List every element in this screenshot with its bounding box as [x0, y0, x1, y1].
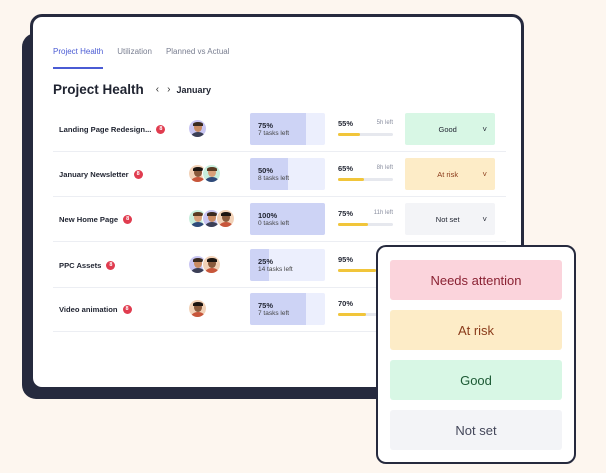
time-used-bar-fill	[338, 313, 366, 316]
table-row[interactable]: New Home Page 8 100% 0 tasks left 75% 11h lef…	[53, 197, 506, 242]
option-needs-attention[interactable]: Needs attention	[390, 260, 562, 300]
project-name-text: New Home Page	[59, 214, 119, 224]
task-progress: 25% 14 tasks left	[250, 249, 325, 281]
option-at-risk[interactable]: At risk	[390, 310, 562, 350]
avatar-group	[188, 119, 207, 139]
time-used-percent: 95%	[338, 255, 354, 264]
chevron-down-icon: ˅	[482, 169, 487, 179]
task-progress-fill	[250, 293, 307, 325]
status-label: Not set	[435, 214, 460, 224]
tab-bar: Project Health Utilization Planned vs Ac…	[53, 47, 230, 69]
project-name[interactable]: PPC Assets 8	[59, 243, 116, 287]
avatar[interactable]	[188, 119, 207, 138]
avatar[interactable]	[202, 255, 221, 274]
tasks-left-label: 7 tasks left	[258, 130, 290, 137]
time-left-label: 11h left	[373, 210, 393, 216]
time-used-percent: 65%	[338, 164, 354, 173]
tasks-left-label: 8 tasks left	[258, 175, 290, 182]
comment-count-badge: 8	[106, 260, 116, 270]
time-used-bar-fill	[338, 133, 360, 136]
avatar-group	[188, 299, 207, 319]
task-progress-percent: 25%	[258, 257, 274, 266]
avatar-group	[188, 209, 235, 229]
project-name-text: Video animation	[59, 304, 118, 314]
tasks-left-label: 0 tasks left	[258, 220, 290, 227]
task-progress-fill	[250, 203, 325, 235]
chevron-down-icon: ˅	[482, 214, 487, 224]
chevron-down-icon: ˅	[482, 124, 487, 134]
comment-count-badge: 8	[156, 124, 166, 134]
table-row[interactable]: Video animation 8 75% 7 tasks left 70%	[53, 287, 506, 332]
status-dropdown-menu: Needs attention At risk Good Not set	[376, 245, 576, 464]
table-row[interactable]: Landing Page Redesign... 8 75% 7 tasks left…	[53, 107, 506, 152]
status-label: At risk	[437, 169, 459, 179]
chevron-right-icon[interactable]: ›	[167, 84, 171, 95]
option-good[interactable]: Good	[390, 360, 562, 400]
time-used-bar-fill	[338, 269, 376, 272]
time-left-label: 8h left	[376, 165, 393, 171]
task-progress-percent: 50%	[258, 166, 274, 175]
time-used-percent: 55%	[338, 119, 354, 128]
project-name[interactable]: January Newsletter 8	[59, 152, 143, 196]
time-used-percent: 75%	[338, 209, 354, 218]
status-select[interactable]: Not set ˅	[405, 203, 495, 235]
status-select[interactable]: Good ˅	[405, 113, 495, 145]
status-label: Good	[438, 124, 457, 134]
task-progress-fill	[250, 158, 288, 190]
status-select[interactable]: At risk ˅	[405, 158, 495, 190]
time-used-bar-fill	[338, 223, 368, 226]
project-name[interactable]: New Home Page 8	[59, 197, 133, 241]
task-progress-percent: 75%	[258, 121, 274, 130]
table-row[interactable]: PPC Assets 8 25% 14 tasks left 95%	[53, 243, 506, 288]
comment-count-badge: 8	[133, 169, 143, 179]
tab-project-health[interactable]: Project Health	[53, 47, 104, 69]
comment-count-badge: 8	[122, 304, 132, 314]
tab-planned-vs-actual[interactable]: Planned vs Actual	[165, 47, 230, 56]
task-progress-percent: 75%	[258, 301, 274, 310]
task-progress: 50% 8 tasks left	[250, 158, 325, 190]
avatar[interactable]	[202, 164, 221, 183]
month-label: January	[176, 84, 211, 95]
table-row[interactable]: January Newsletter 8 50% 8 tasks left 65% 8h …	[53, 152, 506, 197]
time-used-bar	[338, 269, 393, 272]
time-used-bar	[338, 223, 393, 226]
tasks-left-label: 7 tasks left	[258, 310, 290, 317]
project-name[interactable]: Landing Page Redesign... 8	[59, 107, 166, 151]
avatar[interactable]	[216, 209, 235, 228]
task-progress-percent: 100%	[258, 211, 278, 220]
task-progress: 75% 7 tasks left	[250, 113, 325, 145]
project-health-card: Project Health Utilization Planned vs Ac…	[30, 14, 524, 390]
time-left-label: 5h left	[376, 120, 393, 126]
task-progress: 75% 7 tasks left	[250, 293, 325, 325]
avatar[interactable]	[188, 299, 207, 318]
project-name-text: PPC Assets	[59, 260, 102, 270]
option-not-set[interactable]: Not set	[390, 410, 562, 450]
project-name-text: January Newsletter	[59, 169, 129, 179]
task-progress: 100% 0 tasks left	[250, 203, 325, 235]
tab-utilization[interactable]: Utilization	[117, 47, 152, 56]
time-used-bar	[338, 313, 393, 316]
title-row: Project Health ‹ › January	[53, 82, 211, 97]
task-progress-fill	[250, 249, 269, 281]
time-used-bar	[338, 133, 393, 136]
project-name[interactable]: Video animation 8	[59, 287, 132, 331]
time-used-bar-fill	[338, 178, 364, 181]
avatar-group	[188, 164, 221, 184]
task-progress-fill	[250, 113, 307, 145]
comment-count-badge: 8	[123, 214, 133, 224]
chevron-left-icon[interactable]: ‹	[155, 84, 160, 95]
page-title: Project Health	[53, 82, 144, 97]
project-name-text: Landing Page Redesign...	[59, 124, 152, 134]
time-used-bar	[338, 178, 393, 181]
tasks-left-label: 14 tasks left	[258, 266, 293, 273]
time-used-percent: 70%	[338, 299, 354, 308]
avatar-group	[188, 255, 221, 275]
